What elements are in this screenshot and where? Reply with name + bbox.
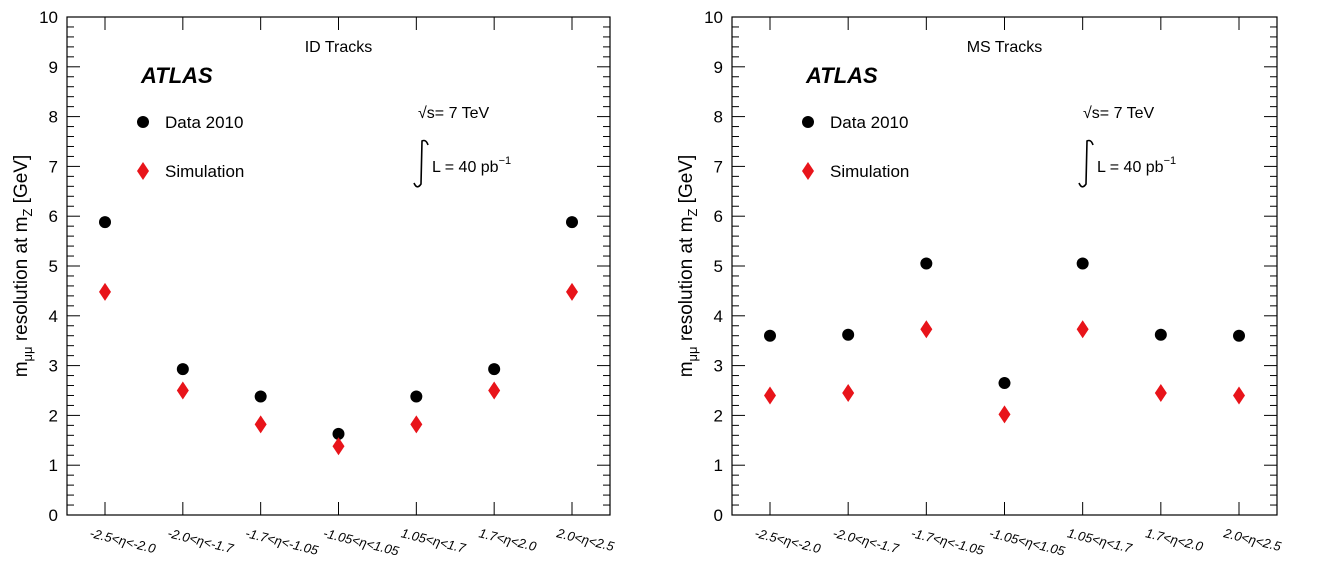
integral-sign: [1078, 139, 1094, 188]
data-point-data: [842, 328, 855, 341]
x-category-label: 1.7<η<2.0: [477, 525, 538, 554]
legend-label-simulation: Simulation: [165, 162, 244, 181]
x-category-label: 2.0<η<2.5: [1221, 525, 1283, 554]
data-point-sim: [1154, 383, 1167, 402]
data-point-sim: [1076, 320, 1089, 339]
y-tick-label: 7: [49, 157, 58, 176]
chart-panel-1: 0 1 2 3 4 5 6 7 8 9 10 -2.5<η<-2.0 -2.0<η<-1.7 -1.7<η…: [11, 8, 616, 559]
y-tick-label: 3: [49, 357, 58, 376]
x-category-label: 2.0<η<2.5: [554, 525, 616, 554]
data-point-sim: [842, 383, 855, 402]
data-point-data: [998, 377, 1011, 390]
y-axis-title: mμμ resolution at mZ [GeV]: [676, 155, 700, 378]
y-tick-label: 8: [714, 108, 723, 127]
y-tick-label: 9: [49, 58, 58, 77]
y-tick-label: 2: [714, 406, 723, 425]
data-point-data: [920, 257, 933, 270]
data-point-sim: [410, 415, 423, 434]
x-category-label: -1.05<η<1.05: [322, 525, 401, 558]
legend-marker-simulation: [802, 162, 814, 180]
y-tick-label: 9: [714, 58, 723, 77]
data-point-sim: [99, 282, 111, 301]
y-tick-label: 10: [39, 8, 58, 27]
legend-marker-data: [802, 116, 814, 128]
experiment-label: ATLAS: [140, 63, 213, 88]
data-point-data: [99, 216, 111, 229]
data-point-sim: [920, 320, 933, 339]
data-point-sim: [332, 437, 345, 456]
legend-label-data: Data 2010: [830, 113, 908, 132]
data-point-data: [1154, 328, 1167, 341]
data-point-data: [254, 390, 267, 403]
y-tick-label: 4: [49, 307, 58, 326]
panel-title: MS Tracks: [967, 39, 1043, 56]
x-category-label: -2.5<η<-2.0: [753, 525, 823, 556]
data-point-sim: [566, 282, 578, 301]
experiment-label: ATLAS: [805, 63, 878, 88]
y-tick-label: 8: [49, 108, 58, 127]
x-category-label: 1.05<η<1.7: [400, 525, 468, 556]
data-point-data: [410, 390, 423, 403]
data-point-data: [176, 363, 189, 376]
data-point-data: [764, 329, 776, 342]
data-point-sim: [764, 386, 776, 405]
data-point-sim: [254, 415, 267, 434]
legend-marker-simulation: [137, 162, 149, 180]
y-tick-label: 1: [49, 456, 58, 475]
data-point-data: [1233, 329, 1245, 342]
data-point-sim: [488, 381, 501, 400]
y-tick-label: 2: [49, 406, 58, 425]
data-point-data: [1076, 257, 1089, 270]
x-category-label: -1.05<η<1.05: [988, 525, 1067, 558]
y-tick-label: 6: [49, 207, 58, 226]
y-tick-label: 6: [714, 207, 723, 226]
legend-label-data: Data 2010: [165, 113, 243, 132]
y-tick-label: 0: [714, 506, 723, 525]
y-tick-label: 4: [714, 307, 723, 326]
y-tick-label: 5: [714, 257, 723, 276]
data-point-sim: [176, 381, 189, 400]
y-tick-label: 3: [714, 357, 723, 376]
plot-frame: [731, 16, 1278, 516]
x-category-label: -2.0<η<-1.7: [831, 525, 901, 556]
luminosity-label: L = 40 pb−1: [1097, 155, 1176, 176]
x-category-label: -1.7<η<-1.05: [244, 525, 321, 558]
panel-title: ID Tracks: [305, 39, 373, 56]
data-point-sim: [1233, 386, 1245, 405]
data-point-sim: [998, 405, 1011, 424]
data-point-data: [332, 427, 345, 440]
legend-label-simulation: Simulation: [830, 162, 909, 181]
y-axis-title: mμμ resolution at mZ [GeV]: [11, 155, 35, 378]
x-category-label: -1.7<η<-1.05: [910, 525, 987, 558]
integral-sign: [413, 139, 429, 188]
x-category-label: 1.7<η<2.0: [1144, 525, 1205, 554]
x-category-label: -2.5<η<-2.0: [88, 525, 158, 556]
chart-panel-2: 0 1 2 3 4 5 6 7 8 9 10 -2.5<η<-2.0 -2.0<η<-1.7 -1.7<η…: [676, 8, 1283, 559]
y-tick-label: 0: [49, 506, 58, 525]
x-category-label: -2.0<η<-1.7: [166, 525, 236, 556]
x-category-label: 1.05<η<1.7: [1066, 525, 1134, 556]
legend-marker-data: [137, 116, 149, 128]
energy-label: √s= 7 TeV: [418, 105, 490, 122]
energy-label: √s= 7 TeV: [1083, 105, 1155, 122]
luminosity-label: L = 40 pb−1: [432, 155, 511, 176]
y-tick-label: 5: [49, 257, 58, 276]
y-tick-label: 10: [704, 8, 723, 27]
data-point-data: [566, 216, 578, 229]
data-point-data: [488, 363, 501, 376]
y-tick-label: 7: [714, 157, 723, 176]
y-tick-label: 1: [714, 456, 723, 475]
